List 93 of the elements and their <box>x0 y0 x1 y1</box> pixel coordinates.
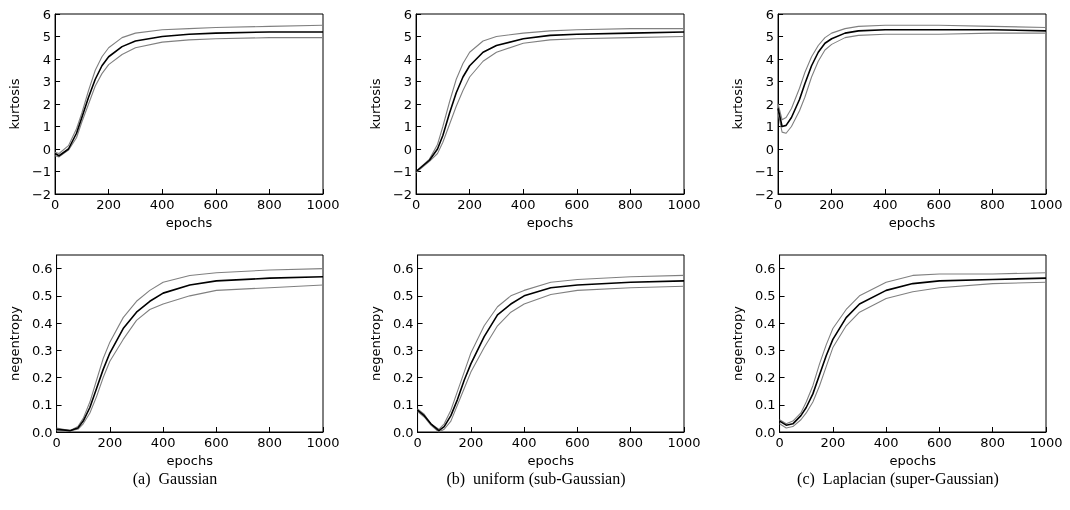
y-tick-label: −1 <box>392 164 413 179</box>
x-tick-label: 600 <box>926 197 952 212</box>
y-axis-title: kurtosis <box>730 78 745 130</box>
x-tick-label: 800 <box>980 197 1005 212</box>
y-tick-label: 6 <box>765 6 775 22</box>
x-tick-label: 400 <box>149 197 175 212</box>
x-tick-label: 400 <box>872 197 898 212</box>
y-axis-title: negentropy <box>7 305 22 381</box>
y-tick-label: 0.6 <box>392 261 414 277</box>
y-tick-label: 0.2 <box>754 370 776 386</box>
x-tick-label: 1000 <box>306 197 340 212</box>
x-tick-label: 1000 <box>667 197 701 212</box>
y-tick-label: −1 <box>31 164 52 179</box>
x-tick-label: 800 <box>257 197 282 212</box>
x-tick-label: 1000 <box>1029 197 1063 212</box>
x-axis-title: epochs <box>526 214 574 230</box>
y-tick-label: −1 <box>754 164 775 179</box>
x-tick-label: 600 <box>203 197 229 212</box>
y-tick-label: 0.3 <box>392 342 414 358</box>
y-tick-label: 0.1 <box>392 397 414 413</box>
text: (a) Gaussian <box>132 469 218 488</box>
y-tick-label: 3 <box>765 74 775 89</box>
y-tick-label: 4 <box>765 51 775 67</box>
x-tick-label: 200 <box>819 197 845 212</box>
y-tick-label: −2 <box>392 186 413 202</box>
y-tick-label: 0.6 <box>754 261 776 277</box>
y-tick-label: 0.4 <box>392 315 414 331</box>
x-axis-title: epochs <box>889 452 937 468</box>
y-tick-label: 2 <box>403 96 413 112</box>
text: (c) Laplacian (super-Gaussian) <box>797 469 999 488</box>
y-tick-label: 0.5 <box>31 288 53 304</box>
x-axis-title: epochs <box>165 214 213 230</box>
x-tick-label: 600 <box>565 435 590 450</box>
y-tick-label: 1 <box>765 119 775 134</box>
x-tick-label: 200 <box>457 197 483 212</box>
y-tick-label: 0.2 <box>31 370 53 386</box>
x-axis-title: epochs <box>166 452 214 468</box>
x-axis-title: epochs <box>527 452 575 468</box>
y-tick-label: 6 <box>42 6 52 22</box>
x-tick-label: 400 <box>510 197 536 212</box>
y-tick-label: 3 <box>42 74 52 89</box>
y-tick-label: 0 <box>765 141 775 157</box>
x-tick-label: 1000 <box>667 435 701 450</box>
y-tick-label: 0.5 <box>754 288 776 304</box>
x-tick-label: 600 <box>204 435 229 450</box>
y-tick-label: 0.4 <box>31 315 53 331</box>
y-tick-label: 1 <box>42 119 52 134</box>
y-tick-label: 6 <box>403 6 413 22</box>
x-tick-label: 800 <box>257 435 283 450</box>
y-tick-label: 0.3 <box>754 342 776 358</box>
y-axis-title: negentropy <box>368 305 383 381</box>
x-tick-label: 800 <box>980 435 1006 450</box>
y-tick-label: 0.0 <box>392 424 414 440</box>
y-tick-label: 0.6 <box>31 261 53 277</box>
y-tick-label: 5 <box>765 29 775 44</box>
y-tick-label: 0 <box>403 141 413 157</box>
y-tick-label: 2 <box>765 96 775 112</box>
y-axis-title: kurtosis <box>7 78 22 130</box>
text: (b) uniform (sub-Gaussian) <box>446 469 626 488</box>
x-tick-label: 400 <box>150 435 176 450</box>
x-tick-label: 200 <box>820 435 846 450</box>
x-tick-label: 600 <box>564 197 590 212</box>
y-axis-title: kurtosis <box>368 78 383 130</box>
y-tick-label: 0.0 <box>31 424 53 440</box>
x-tick-label: 400 <box>511 435 537 450</box>
x-tick-label: 1000 <box>1029 435 1063 450</box>
y-tick-label: 5 <box>42 29 52 44</box>
y-tick-label: 0.2 <box>392 370 414 386</box>
y-tick-label: 0.0 <box>754 424 776 440</box>
y-tick-label: 0.1 <box>754 397 776 413</box>
y-tick-label: 0.3 <box>31 342 53 358</box>
x-tick-label: 200 <box>97 435 123 450</box>
x-tick-label: 800 <box>618 435 644 450</box>
x-tick-label: 400 <box>873 435 899 450</box>
y-tick-label: 4 <box>42 51 52 67</box>
y-tick-label: 0.1 <box>31 397 53 413</box>
y-tick-label: 1 <box>403 119 413 134</box>
y-tick-label: −2 <box>754 186 775 202</box>
y-tick-label: 0.4 <box>754 315 776 331</box>
y-tick-label: 0 <box>42 141 52 157</box>
x-axis-title: epochs <box>888 214 936 230</box>
x-tick-label: 800 <box>618 197 643 212</box>
y-axis-title: negentropy <box>730 305 745 381</box>
x-tick-label: 600 <box>927 435 952 450</box>
y-tick-label: 2 <box>42 96 52 112</box>
x-tick-label: 200 <box>96 197 122 212</box>
y-tick-label: −2 <box>31 186 52 202</box>
y-tick-label: 3 <box>403 74 413 89</box>
x-tick-label: 1000 <box>306 435 340 450</box>
y-tick-label: 5 <box>403 29 413 44</box>
y-tick-label: 0.5 <box>392 288 414 304</box>
y-tick-label: 4 <box>403 51 413 67</box>
x-tick-label: 200 <box>458 435 484 450</box>
